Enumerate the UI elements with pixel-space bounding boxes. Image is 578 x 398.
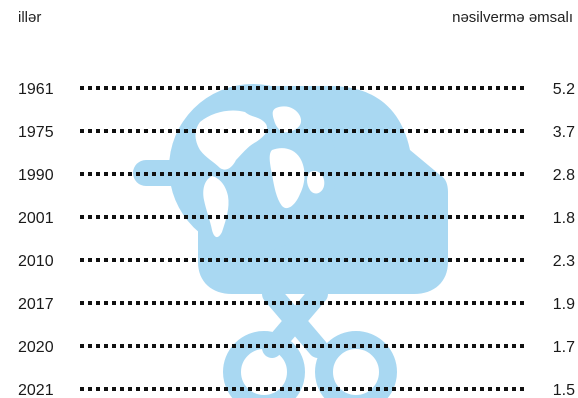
year-label: 2020 [18,339,54,356]
fertility-rate-value: 2.8 [553,167,575,184]
years-column-header: illər [18,9,42,26]
year-label: 1990 [18,167,54,184]
fertility-rate-value: 1.9 [553,296,575,313]
year-label: 1975 [18,124,54,141]
table-row: 2010 2.3 [18,253,575,270]
table-row: 1961 5.2 [18,81,575,98]
table-row: 2021 1.5 [18,382,575,398]
year-label: 2001 [18,210,54,227]
fertility-rate-value: 1.5 [553,382,575,398]
table-row: 2020 1.7 [18,339,575,356]
year-label: 2010 [18,253,54,270]
table-row: 2017 1.9 [18,296,575,313]
fertility-rate-column-header: nəsilvermə əmsalı [452,9,573,26]
fertility-rate-value: 1.7 [553,339,575,356]
fertility-rate-value: 5.2 [553,81,575,98]
year-label: 2021 [18,382,54,398]
table-row: 1975 3.7 [18,124,575,141]
table-row: 1990 2.8 [18,167,575,184]
year-label: 2017 [18,296,54,313]
fertility-rate-value: 2.3 [553,253,575,270]
fertility-rate-value: 1.8 [553,210,575,227]
table-row: 2001 1.8 [18,210,575,227]
fertility-rate-value: 3.7 [553,124,575,141]
year-label: 1961 [18,81,54,98]
